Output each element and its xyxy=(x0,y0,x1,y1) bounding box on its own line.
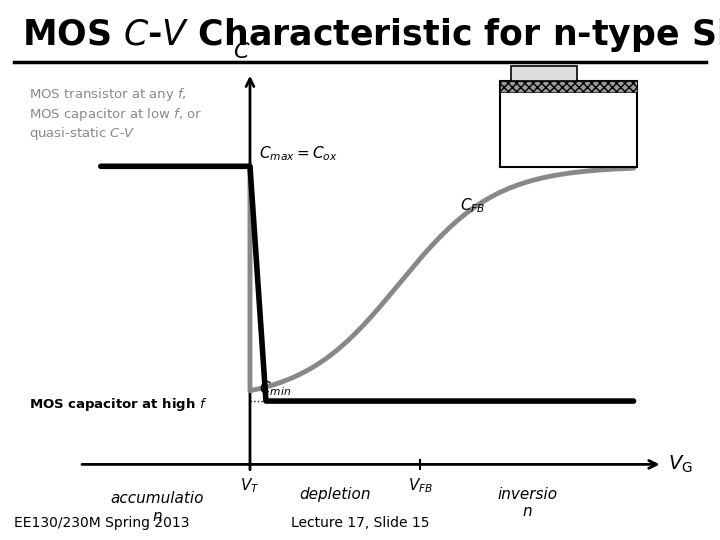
Text: EE130/230M Spring 2013: EE130/230M Spring 2013 xyxy=(14,516,190,530)
Bar xyxy=(500,81,637,92)
Text: MOS capacitor at high $f$: MOS capacitor at high $f$ xyxy=(29,396,207,413)
Text: inversio
n: inversio n xyxy=(497,487,557,519)
Text: accumulatio
n: accumulatio n xyxy=(111,491,204,524)
Bar xyxy=(511,66,577,81)
Text: GATE: GATE xyxy=(528,69,560,78)
Text: $C_{min}$: $C_{min}$ xyxy=(258,379,291,398)
Bar xyxy=(500,81,637,167)
Text: $C_{FB}$: $C_{FB}$ xyxy=(460,196,485,215)
Text: $V_{FB}$: $V_{FB}$ xyxy=(408,476,433,495)
Text: $\mathit{V}_\mathrm{G}$: $\mathit{V}_\mathrm{G}$ xyxy=(668,454,693,475)
Text: n-type Si: n-type Si xyxy=(541,128,597,141)
Text: $C_{max}=C_{ox}$: $C_{max}=C_{ox}$ xyxy=(258,144,337,163)
Text: MOS $\mathit{C}$-$\mathit{V}$ Characteristic for n-type Si: MOS $\mathit{C}$-$\mathit{V}$ Characteri… xyxy=(22,16,720,54)
Text: $\mathit{C}$: $\mathit{C}$ xyxy=(233,42,250,62)
Text: depletion: depletion xyxy=(300,487,371,502)
Text: MOS transistor at any $f$,
MOS capacitor at low $f$, or
quasi-static $\mathit{C}: MOS transistor at any $f$, MOS capacitor… xyxy=(29,86,202,142)
Text: Lecture 17, Slide 15: Lecture 17, Slide 15 xyxy=(291,516,429,530)
Text: $V_T$: $V_T$ xyxy=(240,476,260,495)
